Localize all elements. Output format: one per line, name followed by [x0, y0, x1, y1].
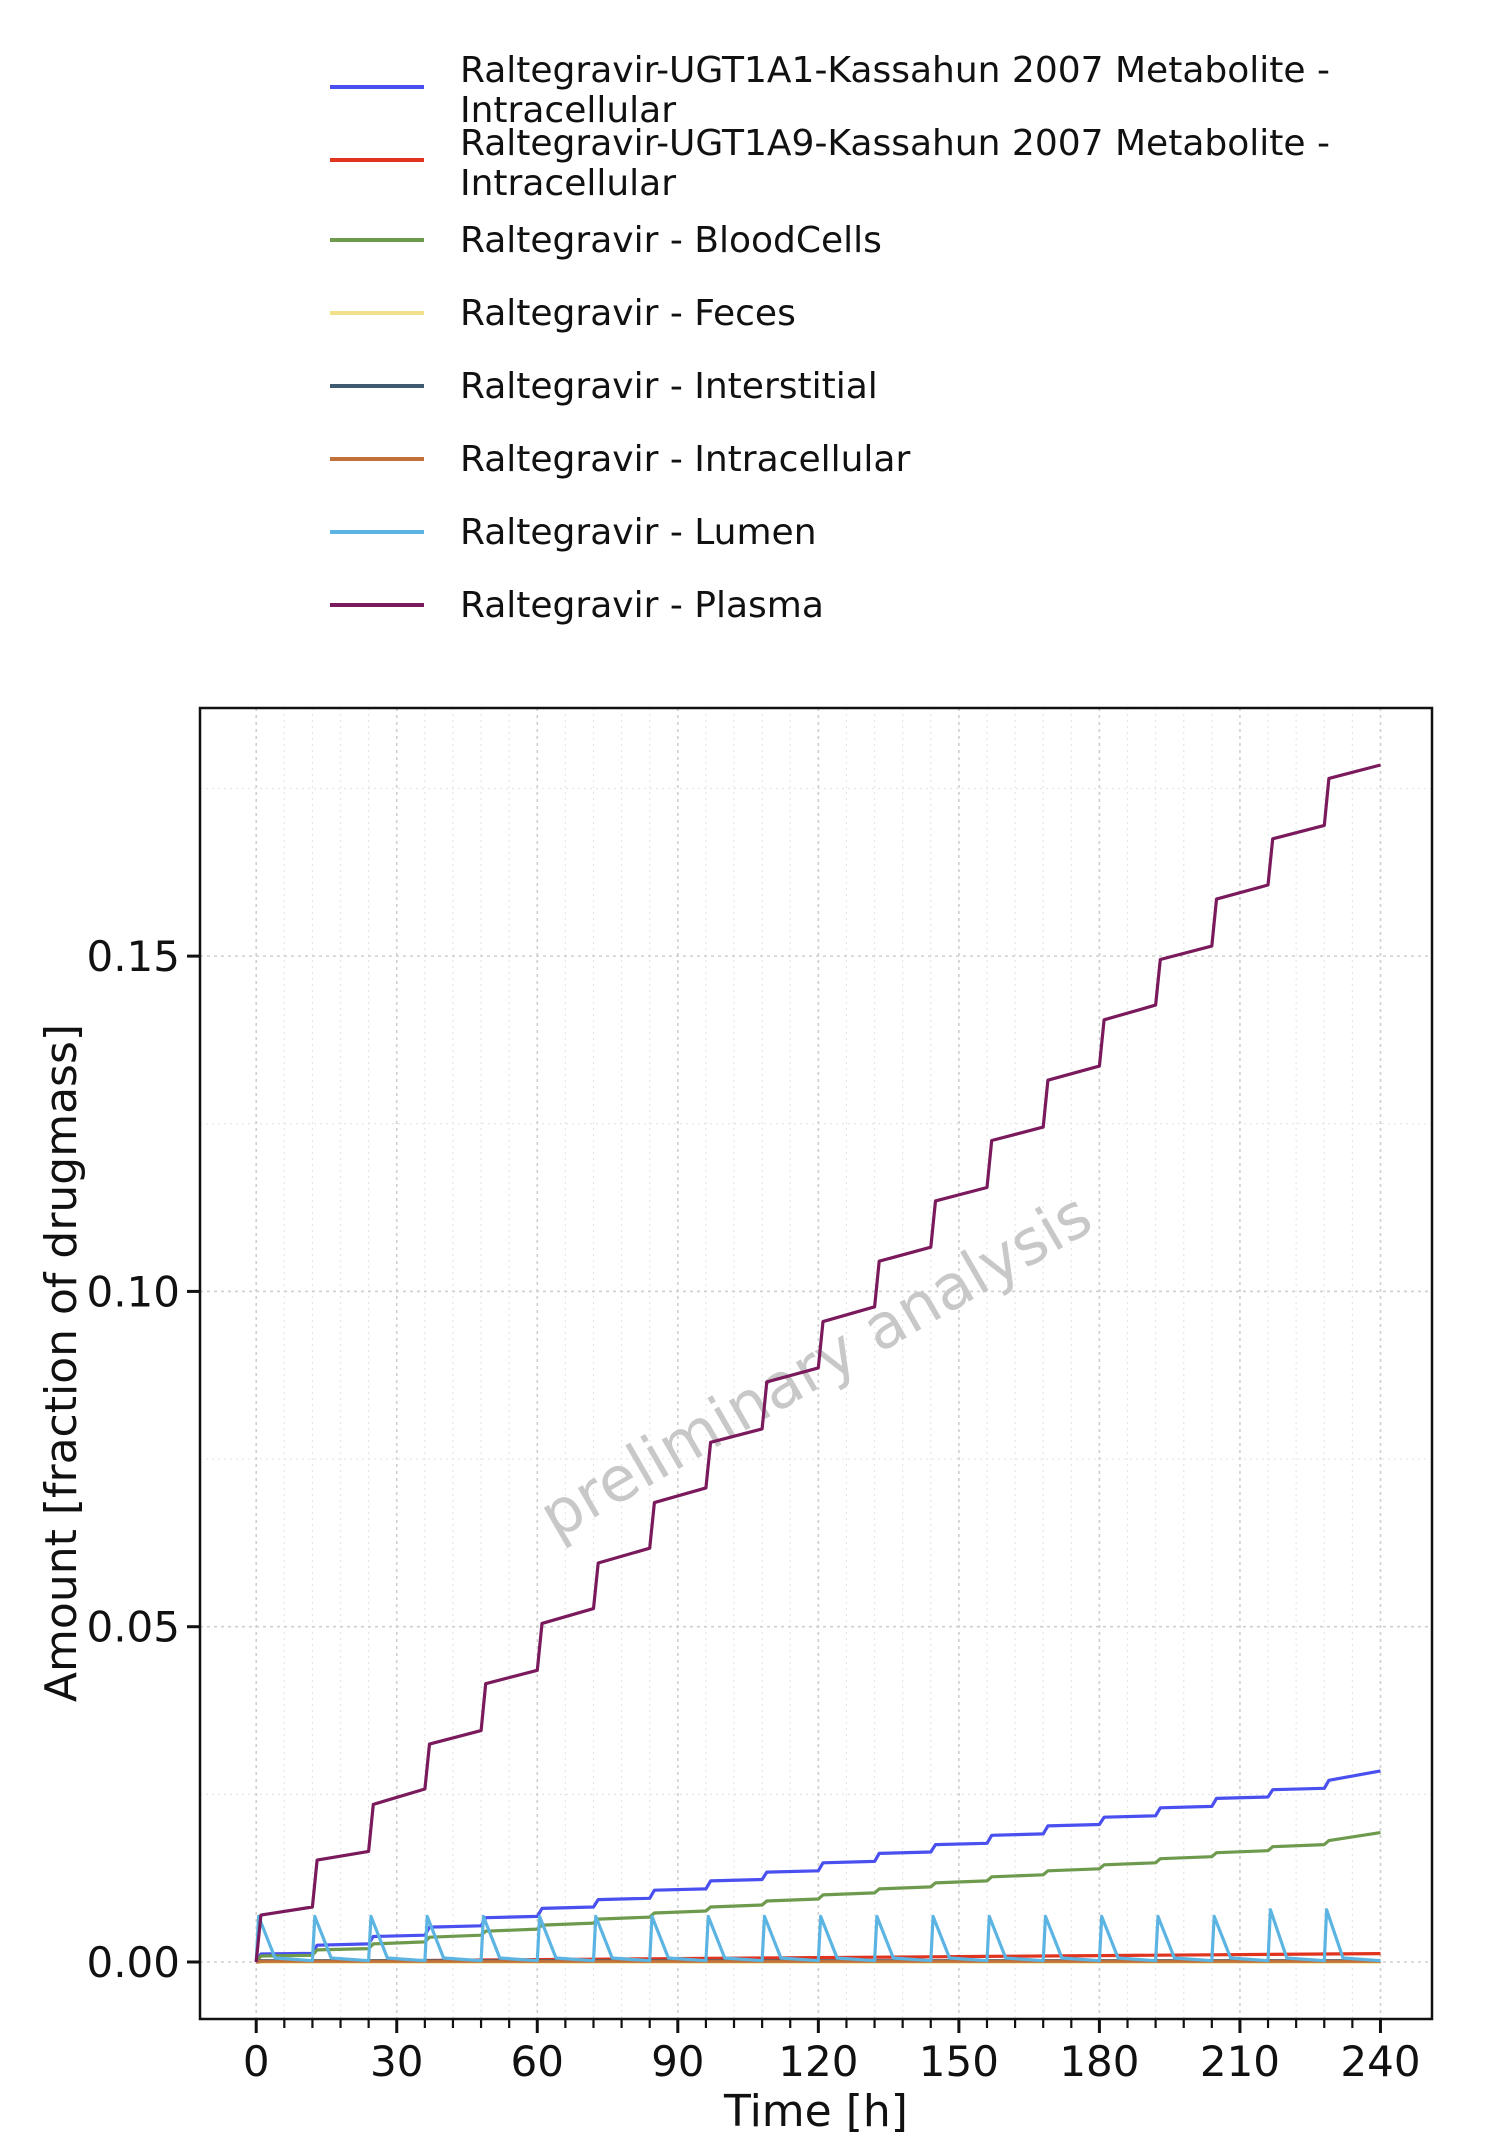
- x-tick-label: 90: [651, 2037, 704, 2086]
- y-tick-label: 0.15: [86, 932, 180, 981]
- legend-label: Raltegravir - Plasma: [460, 585, 824, 626]
- x-tick-label: 240: [1340, 2037, 1420, 2086]
- y-tick-label: 0.05: [86, 1603, 180, 1652]
- series-line: [254, 1831, 1381, 1963]
- x-tick-label: 60: [511, 2037, 564, 2086]
- series-line: [254, 1908, 1381, 1963]
- y-tick-label: 0.10: [86, 1267, 180, 1316]
- legend-label: Raltegravir - BloodCells: [460, 220, 882, 261]
- legend-item: Raltegravir-UGT1A9-Kassahun 2007 Metabol…: [330, 123, 1330, 204]
- plot-area: preliminary analysis: [198, 706, 1434, 2021]
- x-tick-label: 30: [370, 2037, 423, 2086]
- y-tick-label: 0.00: [86, 1938, 180, 1987]
- x-tick-label: 210: [1200, 2037, 1280, 2086]
- legend-item: Raltegravir - Plasma: [330, 585, 824, 626]
- x-axis: 0 30 60 90 120 150 180 210 240: [243, 2019, 1421, 2086]
- legend-label: Raltegravir-UGT1A1-Kassahun 2007 Metabol…: [460, 50, 1330, 131]
- y-axis-label: Amount [fraction of drugmass]: [36, 1024, 87, 1702]
- legend-label: Raltegravir - Interstitial: [460, 366, 878, 407]
- legend-item: Raltegravir - BloodCells: [330, 220, 882, 261]
- legend-item: Raltegravir-UGT1A1-Kassahun 2007 Metabol…: [330, 50, 1330, 131]
- plot-frame: [198, 706, 1434, 2021]
- x-axis-label: Time [h]: [723, 2086, 908, 2137]
- legend-item: Raltegravir - Lumen: [330, 512, 817, 553]
- legend: Raltegravir-UGT1A1-Kassahun 2007 Metabol…: [330, 50, 1330, 626]
- x-tick-label: 120: [778, 2037, 858, 2086]
- legend-item: Raltegravir - Intracellular: [330, 439, 910, 480]
- legend-label: Raltegravir - Lumen: [460, 512, 817, 553]
- legend-label: Raltegravir - Intracellular: [460, 439, 910, 480]
- y-axis: 0.00 0.05 0.10 0.15: [86, 932, 200, 1987]
- major-grid: [200, 708, 1432, 2019]
- x-tick-label: 150: [919, 2037, 999, 2086]
- series-lines: [254, 763, 1381, 1964]
- series-line: [254, 763, 1381, 1963]
- legend-label: Raltegravir - Feces: [460, 293, 796, 334]
- legend-label: Raltegravir-UGT1A9-Kassahun 2007 Metabol…: [460, 123, 1330, 204]
- minor-grid: [200, 708, 1432, 2019]
- legend-item: Raltegravir - Feces: [330, 293, 796, 334]
- x-tick-label: 0: [243, 2037, 270, 2086]
- watermark: preliminary analysis: [527, 1178, 1104, 1553]
- x-tick-label: 180: [1059, 2037, 1139, 2086]
- legend-item: Raltegravir - Interstitial: [330, 366, 878, 407]
